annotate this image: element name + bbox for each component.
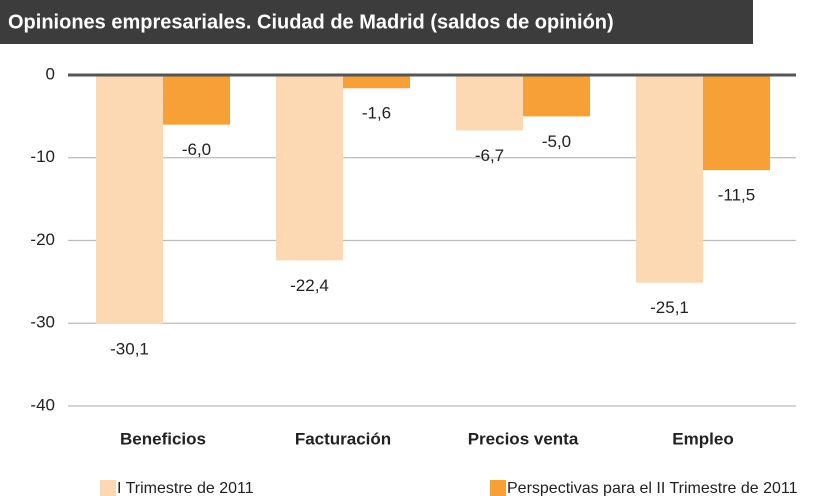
value-label: -6,7 — [475, 146, 504, 165]
y-tick-label: -20 — [30, 230, 55, 249]
value-label: -11,5 — [718, 186, 756, 205]
value-label: -25,1 — [650, 298, 689, 317]
bar — [703, 75, 770, 171]
x-tick-label: Empleo — [672, 429, 733, 448]
bar — [343, 75, 410, 89]
bar — [163, 75, 230, 125]
bar — [523, 75, 590, 117]
x-tick-label: Precios venta — [468, 429, 579, 448]
value-label: -30,1 — [110, 340, 149, 359]
title-bar — [0, 0, 753, 44]
legend-label: I Trimestre de 2011 — [117, 480, 254, 496]
chart-title: Opiniones empresariales. Ciudad de Madri… — [8, 11, 614, 33]
value-label: -6,0 — [182, 140, 211, 159]
bar — [276, 75, 343, 261]
bar — [636, 75, 703, 283]
value-label: -1,6 — [362, 104, 391, 123]
bar — [456, 75, 523, 131]
value-label: -5,0 — [542, 132, 571, 151]
y-tick-label: -10 — [30, 147, 55, 166]
x-tick-label: Beneficios — [120, 429, 206, 448]
y-tick-label: 0 — [46, 64, 55, 83]
legend-swatch — [100, 480, 116, 496]
bar — [96, 75, 163, 325]
legend-swatch — [490, 480, 506, 496]
y-tick-label: -30 — [30, 313, 55, 332]
x-tick-label: Facturación — [295, 429, 391, 448]
legend-label: Perspectivas para el II Trimestre de 201… — [507, 480, 798, 496]
value-label: -22,4 — [290, 276, 329, 295]
y-tick-label: -40 — [30, 395, 55, 414]
